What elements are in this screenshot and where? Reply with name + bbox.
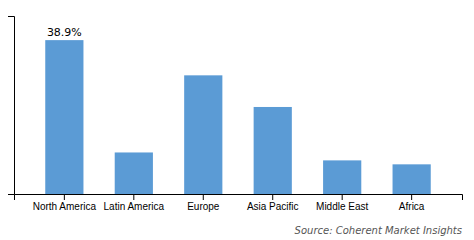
x-tick-label: North America — [33, 201, 97, 212]
bar — [393, 164, 431, 194]
x-tick-label: Africa — [399, 201, 425, 212]
annotation: 38.9% — [47, 26, 82, 39]
x-tick: Europe — [187, 194, 220, 212]
bar — [45, 40, 83, 194]
bar — [184, 75, 222, 194]
annotations: 38.9% — [47, 26, 82, 39]
bar — [323, 160, 361, 194]
x-tick: Asia Pacific — [247, 194, 299, 212]
x-tick-mark — [203, 194, 204, 200]
x-tick-mark — [342, 194, 343, 200]
y-axis-line — [8, 17, 15, 195]
plot: North America Latin America Europe Asia Pac… — [8, 17, 463, 213]
x-tick-label: Asia Pacific — [247, 201, 299, 212]
x-tick: Latin America — [104, 194, 165, 212]
y-axis — [8, 17, 15, 195]
chart: North America Latin America Europe Asia Pac… — [0, 0, 474, 240]
x-tick: North America — [33, 194, 97, 212]
x-axis: North America Latin America Europe Asia Pac… — [15, 194, 463, 212]
x-tick-label: Latin America — [104, 201, 165, 212]
x-axis-line — [15, 195, 463, 201]
bar — [254, 107, 292, 194]
x-tick: Middle East — [316, 194, 368, 212]
x-tick-label: Middle East — [316, 201, 368, 212]
source: Source: Coherent Market Insights — [295, 225, 462, 236]
x-tick-mark — [133, 194, 134, 200]
x-tick-label: Europe — [187, 201, 220, 212]
bar — [115, 152, 153, 194]
bars — [45, 40, 430, 194]
x-tick-mark — [411, 194, 412, 200]
x-tick-mark — [64, 194, 65, 200]
x-tick: Africa — [399, 194, 425, 212]
x-tick-mark — [272, 194, 273, 200]
